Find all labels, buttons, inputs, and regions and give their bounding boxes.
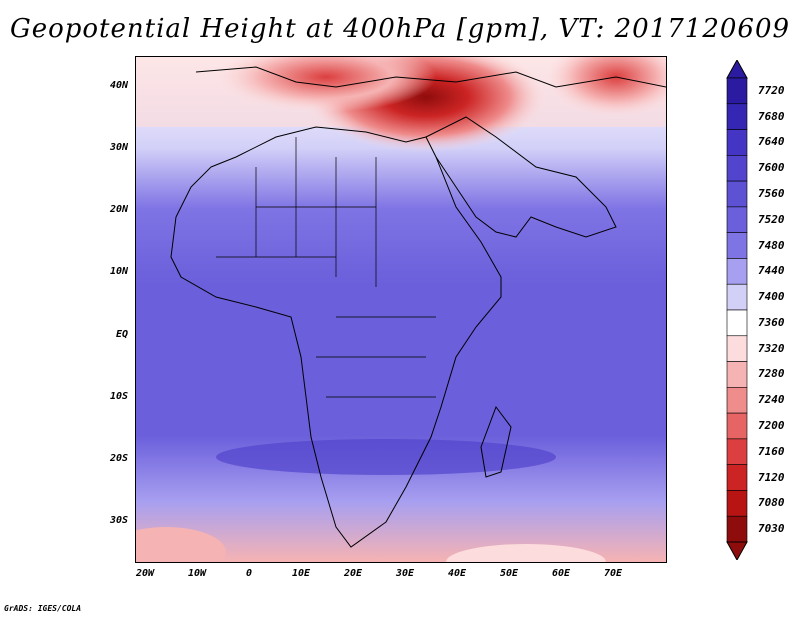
colorbar-swatch [726,438,748,465]
map-title: Geopotential Height at 400hPa [gpm], VT:… [9,14,791,44]
lon-label-20w: 20W [135,568,155,579]
colorbar-swatch [726,387,748,414]
lat-label-30s: 30S [109,515,128,526]
lat-label-10s: 10S [109,391,128,402]
colorbar-label: 7440 [758,264,785,278]
lat-label-40n: 40N [109,80,128,91]
colorbar-swatch [726,361,748,388]
arabia-outline [425,116,617,238]
lon-label-20e: 20E [343,568,363,579]
colorbar-label: 7240 [758,393,785,407]
colorbar-swatch [726,490,748,517]
colorbar-swatch [726,464,748,491]
madagascar-outline [480,405,512,478]
colorbar-swatch [726,232,748,259]
colorbar-bottom-arrow [726,541,748,560]
colorbar-label: 7280 [758,367,785,381]
lon-label-10w: 10W [187,568,207,579]
colorbar-label: 7680 [758,109,785,123]
colorbar-swatch [726,206,748,233]
colorbar-swatch [726,335,748,362]
colorbar-label: 7080 [758,496,785,510]
map-panel [135,56,667,563]
mediterranean-coast [195,66,666,88]
colorbar-swatch [726,258,748,285]
colorbar-swatch [726,129,748,156]
colorbar-swatch [726,180,748,208]
colorbar-swatch [726,103,748,130]
colorbar-swatch [726,155,748,182]
colorbar-label: 7720 [758,83,785,97]
africa-outline [170,126,502,548]
colorbar-label: 7120 [758,470,785,484]
lon-label-0: 0 [245,568,253,579]
colorbar-swatch [726,309,748,337]
lat-label-20n: 20N [109,204,128,215]
colorbar-label: 7520 [758,212,785,226]
colorbar-swatch [726,515,748,543]
colorbar-label: 7640 [758,135,785,149]
lat-label-eq: EQ [115,329,128,340]
colorbar-label: 7360 [758,315,785,329]
colorbar-label: 7480 [758,238,785,252]
lon-label-40e: 40E [447,568,467,579]
colorbar-swatch [726,412,748,440]
geopotential-field-map [136,57,666,562]
colorbar-label: 7560 [758,187,785,200]
lon-label-70e: 70E [603,568,623,579]
lon-label-30e: 30E [395,568,415,579]
colorbar-label: 7030 [758,522,785,536]
lon-label-50e: 50E [499,568,519,579]
colorbar-label: 7320 [758,341,785,355]
country-borders [216,137,436,398]
credit-text: GrADS: IGES/COLA [4,604,82,613]
lon-label-10e: 10E [291,568,311,579]
lat-label-20s: 20S [109,453,128,464]
lon-label-60e: 60E [551,568,571,579]
lat-label-30n: 30N [109,142,128,153]
lat-label-10n: 10N [109,266,128,277]
colorbar-label: 7160 [758,444,785,458]
colorbar-label: 7200 [758,419,785,432]
colorbar [726,60,748,560]
colorbar-swatch [726,283,748,311]
colorbar-swatch [726,77,748,105]
colorbar-label: 7400 [758,290,785,304]
colorbar-label: 7600 [758,161,785,175]
colorbar-top-arrow [726,60,748,79]
